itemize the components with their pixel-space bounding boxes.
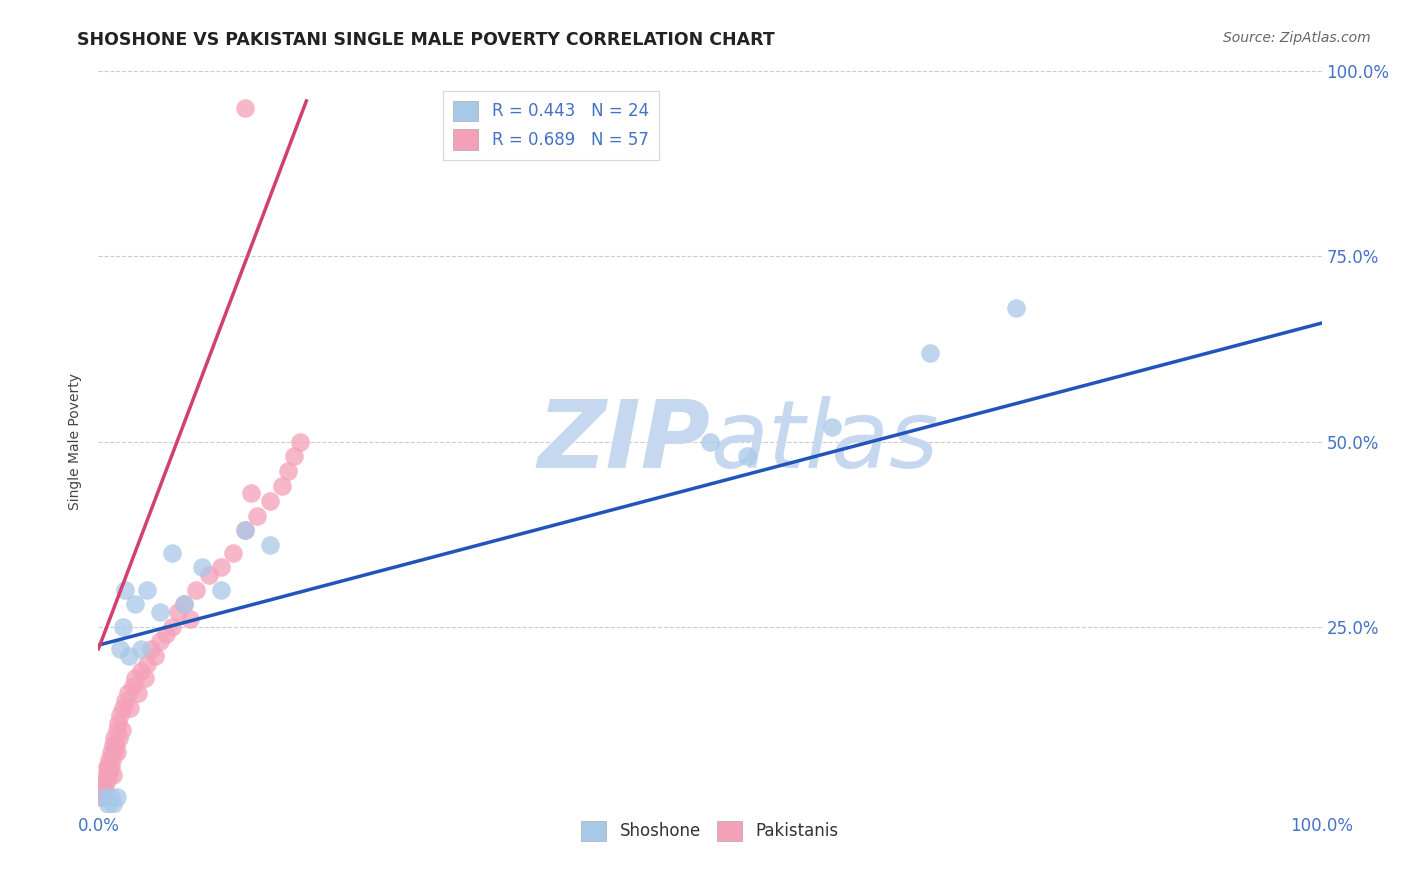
Point — [93, 789, 115, 804]
Point — [96, 760, 118, 774]
Point — [118, 649, 141, 664]
Point — [127, 686, 149, 700]
Point — [101, 767, 124, 781]
Point — [155, 627, 177, 641]
Point — [93, 782, 115, 797]
Point — [920, 345, 942, 359]
Point — [283, 450, 305, 464]
Point — [167, 605, 190, 619]
Point — [160, 619, 183, 633]
Point — [233, 524, 256, 538]
Point — [246, 508, 269, 523]
Point — [160, 546, 183, 560]
Point — [114, 694, 136, 708]
Point — [259, 538, 281, 552]
Point — [111, 701, 134, 715]
Point — [139, 641, 162, 656]
Point — [191, 560, 214, 574]
Point — [120, 701, 142, 715]
Point — [111, 723, 134, 738]
Point — [107, 715, 129, 730]
Point — [100, 746, 122, 760]
Point — [93, 775, 115, 789]
Point — [103, 731, 125, 745]
Point — [91, 782, 114, 797]
Point — [100, 789, 122, 804]
Legend: Shoshone, Pakistanis: Shoshone, Pakistanis — [575, 814, 845, 847]
Point — [94, 767, 117, 781]
Point — [173, 598, 195, 612]
Point — [149, 605, 172, 619]
Point — [108, 731, 131, 745]
Text: ZIP: ZIP — [537, 395, 710, 488]
Point — [735, 450, 758, 464]
Point — [233, 102, 256, 116]
Point — [97, 760, 120, 774]
Point — [103, 746, 125, 760]
Point — [134, 672, 156, 686]
Point — [101, 738, 124, 752]
Point — [143, 649, 166, 664]
Point — [222, 546, 245, 560]
Point — [186, 582, 208, 597]
Text: atlas: atlas — [710, 396, 938, 487]
Point — [101, 753, 124, 767]
Point — [209, 560, 232, 574]
Text: SHOSHONE VS PAKISTANI SINGLE MALE POVERTY CORRELATION CHART: SHOSHONE VS PAKISTANI SINGLE MALE POVERT… — [77, 31, 775, 49]
Point — [129, 664, 152, 678]
Point — [290, 434, 312, 449]
Point — [98, 753, 121, 767]
Point — [1004, 301, 1026, 316]
Point — [97, 767, 120, 781]
Point — [110, 708, 132, 723]
Point — [94, 775, 117, 789]
Point — [124, 672, 146, 686]
Point — [121, 679, 143, 693]
Point — [104, 738, 127, 752]
Point — [105, 746, 128, 760]
Point — [209, 582, 232, 597]
Point — [270, 479, 294, 493]
Y-axis label: Single Male Poverty: Single Male Poverty — [69, 373, 83, 510]
Point — [98, 767, 121, 781]
Point — [117, 686, 139, 700]
Point — [129, 641, 152, 656]
Point — [114, 582, 136, 597]
Point — [821, 419, 844, 434]
Point — [101, 797, 124, 812]
Point — [277, 464, 299, 478]
Point — [111, 619, 134, 633]
Point — [90, 789, 112, 804]
Point — [233, 524, 256, 538]
Point — [136, 582, 159, 597]
Point — [110, 641, 132, 656]
Point — [259, 493, 281, 508]
Point — [173, 598, 195, 612]
Point — [124, 598, 146, 612]
Point — [136, 657, 159, 671]
Point — [105, 789, 128, 804]
Point — [149, 634, 172, 648]
Point — [97, 797, 120, 812]
Point — [197, 567, 219, 582]
Text: Source: ZipAtlas.com: Source: ZipAtlas.com — [1223, 31, 1371, 45]
Point — [91, 789, 114, 804]
Point — [105, 723, 128, 738]
Point — [699, 434, 721, 449]
Point — [100, 760, 122, 774]
Point — [240, 486, 263, 500]
Point — [179, 612, 201, 626]
